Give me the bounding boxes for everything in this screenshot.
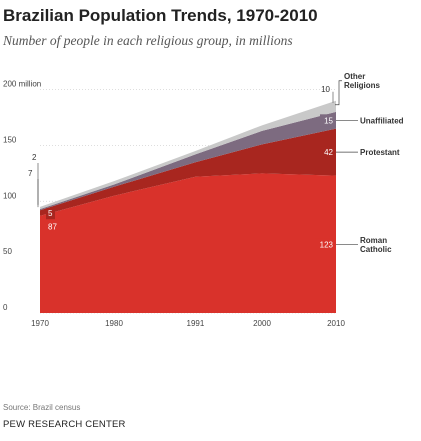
start-label-unaffiliated: 7 [28, 169, 33, 178]
y-tick-label: 0 [3, 303, 8, 312]
area-protestant [40, 128, 336, 216]
area-roman-catholic [40, 173, 336, 313]
chart-subtitle: Number of people in each religious group… [3, 33, 293, 48]
organization-name: PEW RESEARCH CENTER [3, 419, 126, 430]
end-label-unaffiliated: 15 [324, 116, 333, 125]
area-unaffiliated [40, 111, 336, 211]
y-tick-label: 50 [3, 247, 12, 256]
source-note: Source: Brazil census [3, 403, 81, 412]
end-label-box [320, 146, 336, 159]
start-label-other-religions: 2 [32, 153, 37, 162]
legend-leader [335, 80, 342, 106]
legend-roman-catholic: Roman Catholic [360, 236, 392, 254]
legend: Roman Catholic Protestant Unaffiliated Other… [335, 72, 404, 254]
area-other-religions [40, 100, 336, 210]
end-label-box [315, 238, 336, 251]
legend-unaffiliated: Unaffiliated [360, 116, 404, 125]
start-label-protestant: 5 [48, 209, 53, 218]
end-label-box [320, 114, 336, 127]
x-tick-label: 1980 [105, 319, 123, 328]
series-areas [40, 100, 336, 313]
data-labels: 123 42 15 10 87 5 7 2 [28, 85, 336, 251]
y-tick-label: 150 [3, 135, 17, 144]
y-tick-label: 100 [3, 191, 17, 200]
x-tick-label: 1991 [187, 319, 205, 328]
legend-other-religions: Other Religions [344, 72, 381, 90]
legend-protestant: Protestant [360, 148, 400, 157]
end-label-other-religions: 10 [321, 85, 330, 94]
area-chart: 0 50 100 150 200 million 1970 1980 1991 2000 201… [3, 72, 404, 328]
start-label-roman-catholic: 87 [48, 222, 57, 231]
start-label-box [46, 208, 55, 220]
chart-title: Brazilian Population Trends, 1970-2010 [3, 6, 318, 25]
y-axis-ticks: 0 50 100 150 200 million [3, 80, 41, 312]
x-tick-label: 2010 [327, 319, 345, 328]
end-label-protestant: 42 [324, 148, 333, 157]
x-tick-label: 2000 [253, 319, 271, 328]
y-tick-label: 200 million [3, 80, 41, 89]
x-axis-ticks: 1970 1980 1991 2000 2010 [31, 319, 345, 328]
x-tick-label: 1970 [31, 319, 49, 328]
end-label-roman-catholic: 123 [320, 240, 334, 249]
